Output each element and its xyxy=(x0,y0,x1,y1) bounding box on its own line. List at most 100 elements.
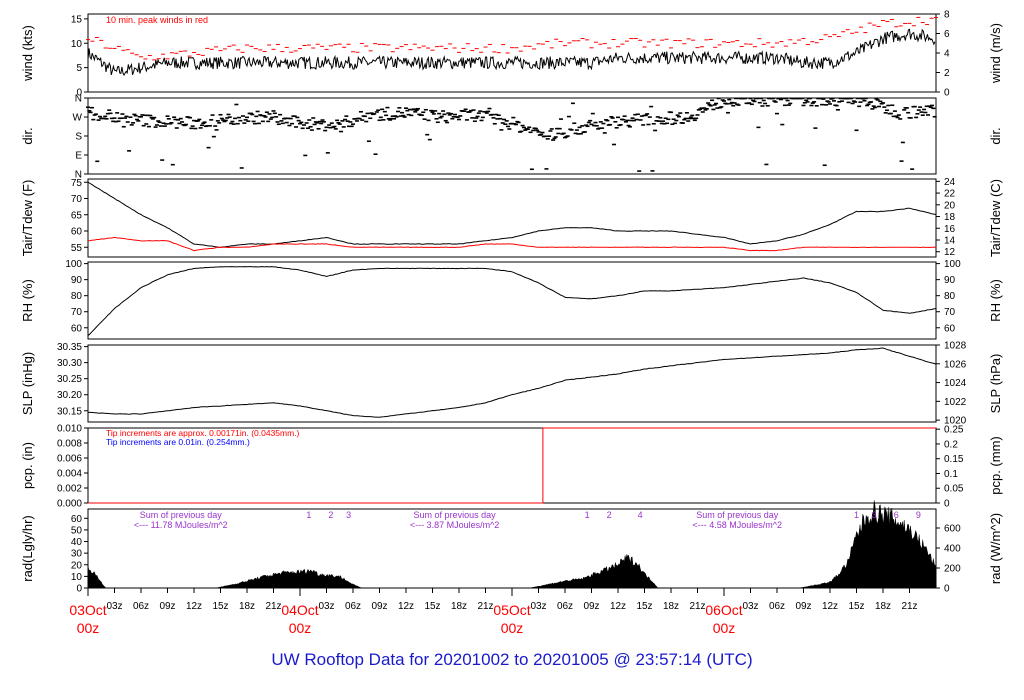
pcp-note: Tip increments are 0.01in. (0.254mm.) xyxy=(106,437,250,447)
wind-ytick-label-right: 0 xyxy=(944,88,950,99)
temp-series-Tdew xyxy=(87,236,937,252)
rh-series-RH xyxy=(87,266,937,336)
temp-ytick-label: 60 xyxy=(71,227,83,238)
temp-series-Tair xyxy=(87,181,937,248)
slp-ytick-label-right: 1026 xyxy=(944,359,967,370)
pcp-ytick-label: 0.000 xyxy=(57,499,82,510)
wind-ytick-label-right: 6 xyxy=(944,29,950,40)
wind-panel-frame xyxy=(87,13,937,93)
x-tick-label: 21z xyxy=(477,601,493,612)
rad-ytick-label: 50 xyxy=(71,525,83,536)
slp-ytick-label: 30.15 xyxy=(57,406,82,417)
wind-ytick-label: 0 xyxy=(76,88,82,99)
rad-ytick-label: 30 xyxy=(71,549,83,560)
rad-marker-label: 3 xyxy=(872,510,877,520)
temp-ylabel: Tair/Tdew (F) xyxy=(20,180,35,257)
temp-panel-frame xyxy=(87,178,937,258)
slp-ytick-label: 30.20 xyxy=(57,390,82,401)
rad-ytick-label-right: 400 xyxy=(944,544,961,555)
temp-ytick-label-right: 18 xyxy=(944,212,956,223)
rad-marker-label: 9 xyxy=(916,510,921,520)
wind-ytick-label: 5 xyxy=(76,63,82,74)
x-tick-label: 06z xyxy=(133,601,149,612)
rh-ytick-label-right: 100 xyxy=(944,259,961,270)
x-tick-label: 06z xyxy=(769,601,785,612)
slp-ytick-label-right: 1020 xyxy=(944,416,967,427)
rad-ylabel-right: rad (W/m^2) xyxy=(988,513,1003,584)
x-tick-label: 15z xyxy=(636,601,652,612)
x-tick-label: 15z xyxy=(424,601,440,612)
x-day-time: 00z xyxy=(77,620,100,636)
rad-day-note: Sum of previous day xyxy=(696,510,779,520)
x-tick-label: 18z xyxy=(451,601,467,612)
rh-ytick-label: 90 xyxy=(71,275,83,286)
rad-ytick-label: 40 xyxy=(71,537,83,548)
x-tick-label: 03z xyxy=(318,601,334,612)
rad-ytick-label: 0 xyxy=(76,584,82,595)
rad-day-note: <--- 11.78 MJoules/m^2 xyxy=(134,520,228,530)
slp-ytick-label: 30.25 xyxy=(57,374,82,385)
rh-ytick-label: 70 xyxy=(71,307,83,318)
rad-marker-label: 1 xyxy=(854,510,859,520)
x-day-time: 00z xyxy=(501,620,524,636)
slp-ytick-label-right: 1028 xyxy=(944,341,967,352)
rad-marker-label: 2 xyxy=(607,510,612,520)
temp-ytick-label: 55 xyxy=(71,243,83,254)
x-tick-label: 12z xyxy=(822,601,838,612)
rad-day-note: Sum of previous day xyxy=(140,510,223,520)
x-tick-label: 18z xyxy=(875,601,891,612)
rad-ytick-label-right: 600 xyxy=(944,524,961,535)
pcp-ylabel-right: pcp. (mm) xyxy=(988,436,1003,495)
x-tick-label: 09z xyxy=(371,601,387,612)
slp-ytick-label: 30.30 xyxy=(57,358,82,369)
pcp-ytick-label-right: 0 xyxy=(944,499,950,510)
rh-ytick-label-right: 80 xyxy=(944,291,956,302)
rad-ylabel: rad(Lgly/hr) xyxy=(20,515,35,581)
x-tick-label: 21z xyxy=(265,601,281,612)
wind-ytick-label: 15 xyxy=(71,14,83,25)
slp-series-SLP xyxy=(88,347,937,418)
dir-ytick-label: E xyxy=(75,151,82,162)
pcp-note: Tip increments are approx. 0.00171in. (0… xyxy=(106,428,300,438)
rh-panel-frame xyxy=(87,261,937,340)
x-tick-label: 15z xyxy=(848,601,864,612)
rh-ylabel-right: RH (%) xyxy=(988,279,1003,322)
x-tick-label: 21z xyxy=(689,601,705,612)
x-day-label: 06Oct xyxy=(705,602,742,618)
temp-ytick-label-right: 20 xyxy=(944,200,956,211)
rh-ytick-label: 80 xyxy=(71,291,83,302)
pcp-ytick-label: 0.004 xyxy=(57,469,82,480)
wind-ylabel-right: wind (m/s) xyxy=(988,23,1003,84)
x-tick-label: 21z xyxy=(901,601,917,612)
pcp-series-pcp xyxy=(88,427,936,504)
rad-marker-label: 2 xyxy=(328,510,333,520)
rad-marker-label: 6 xyxy=(894,510,899,520)
x-tick-label: 09z xyxy=(583,601,599,612)
rad-marker-label: 4 xyxy=(638,510,643,520)
x-tick-label: 03z xyxy=(742,601,758,612)
pcp-ytick-label: 0.008 xyxy=(57,439,82,450)
dir-ytick-label: W xyxy=(73,113,83,124)
rad-ytick-label-right: 200 xyxy=(944,564,961,575)
x-day-label: 03Oct xyxy=(69,602,106,618)
x-tick-label: 12z xyxy=(610,601,626,612)
x-day-time: 00z xyxy=(713,620,736,636)
slp-ytick-label-right: 1022 xyxy=(944,397,967,408)
rad-day-note: Sum of previous day xyxy=(414,510,497,520)
rad-day-note: <--- 4.58 MJoules/m^2 xyxy=(692,520,782,530)
rh-ytick-label: 100 xyxy=(65,259,82,270)
x-tick-label: 06z xyxy=(345,601,361,612)
pcp-ytick-label: 0.010 xyxy=(57,424,82,435)
rad-ytick-label: 60 xyxy=(71,514,83,525)
rad-ytick-label: 20 xyxy=(71,560,83,571)
rh-ytick-label-right: 90 xyxy=(944,275,956,286)
temp-ytick-label: 75 xyxy=(71,178,83,189)
temp-ytick-label-right: 22 xyxy=(944,189,956,200)
rad-marker-label: 1 xyxy=(306,510,311,520)
pcp-ytick-label-right: 0.1 xyxy=(944,469,958,480)
rad-ytick-label-right: 0 xyxy=(944,584,950,595)
x-tick-label: 18z xyxy=(239,601,255,612)
x-tick-label: 09z xyxy=(795,601,811,612)
pcp-ytick-label-right: 0.05 xyxy=(944,484,964,495)
